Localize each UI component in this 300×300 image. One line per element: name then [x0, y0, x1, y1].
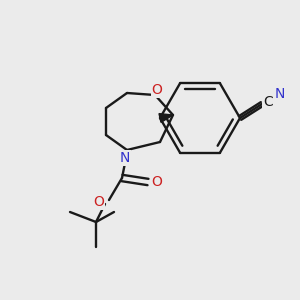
- Text: C: C: [263, 95, 273, 109]
- Text: O: O: [94, 195, 104, 209]
- Text: O: O: [152, 83, 162, 97]
- Text: N: N: [275, 87, 285, 101]
- Polygon shape: [159, 114, 173, 122]
- Text: N: N: [120, 151, 130, 165]
- Text: O: O: [152, 175, 162, 189]
